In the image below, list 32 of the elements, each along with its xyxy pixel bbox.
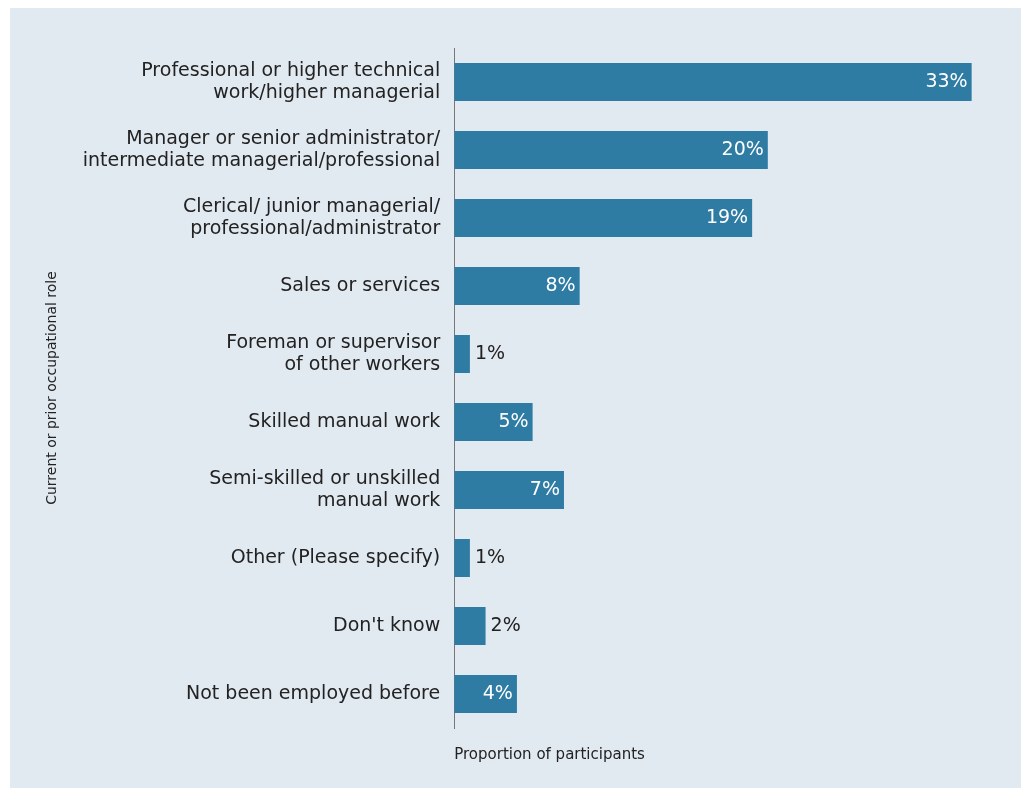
y-tick-label: Other (Please specify) <box>230 544 441 567</box>
data-label: 4% <box>482 680 513 703</box>
y-tick-label: Clerical/ junior managerial/ professional/administrator <box>182 193 441 239</box>
y-tick-label: Professional or higher technical work/higher managerial <box>141 57 441 103</box>
data-label: 20% <box>721 136 764 159</box>
bar <box>454 267 580 305</box>
bar <box>454 199 753 237</box>
y-tick-label: Foreman or supervisor of other workers <box>226 329 441 375</box>
bar <box>454 335 470 373</box>
bar <box>454 471 564 509</box>
data-label: 2% <box>490 612 521 635</box>
y-tick-label: Don't know <box>333 612 441 635</box>
y-tick-label: Sales or services <box>280 272 441 295</box>
y-tick-label: Not been employed before <box>186 680 441 703</box>
data-label: 1% <box>474 544 506 567</box>
y-tick-label: Manager or senior administrator/ intermediate managerial/professional <box>82 125 441 171</box>
data-label: 7% <box>529 476 560 499</box>
data-label: 33% <box>925 68 968 91</box>
bar <box>454 403 533 441</box>
data-label: 19% <box>705 204 749 227</box>
y-tick-label: Skilled manual work <box>248 408 441 431</box>
bar <box>454 675 517 713</box>
x-axis-title: Proportion of participants <box>454 744 646 763</box>
data-label: 1% <box>474 340 506 363</box>
y-axis-title: Current or prior occupational role <box>43 271 60 505</box>
bar <box>454 131 768 169</box>
bar <box>454 539 470 577</box>
y-tick-label: Semi-skilled or unskilled manual work <box>209 465 441 511</box>
data-label: 8% <box>545 272 576 295</box>
bar <box>454 63 972 101</box>
bar <box>454 607 486 645</box>
data-label: 5% <box>498 408 529 431</box>
